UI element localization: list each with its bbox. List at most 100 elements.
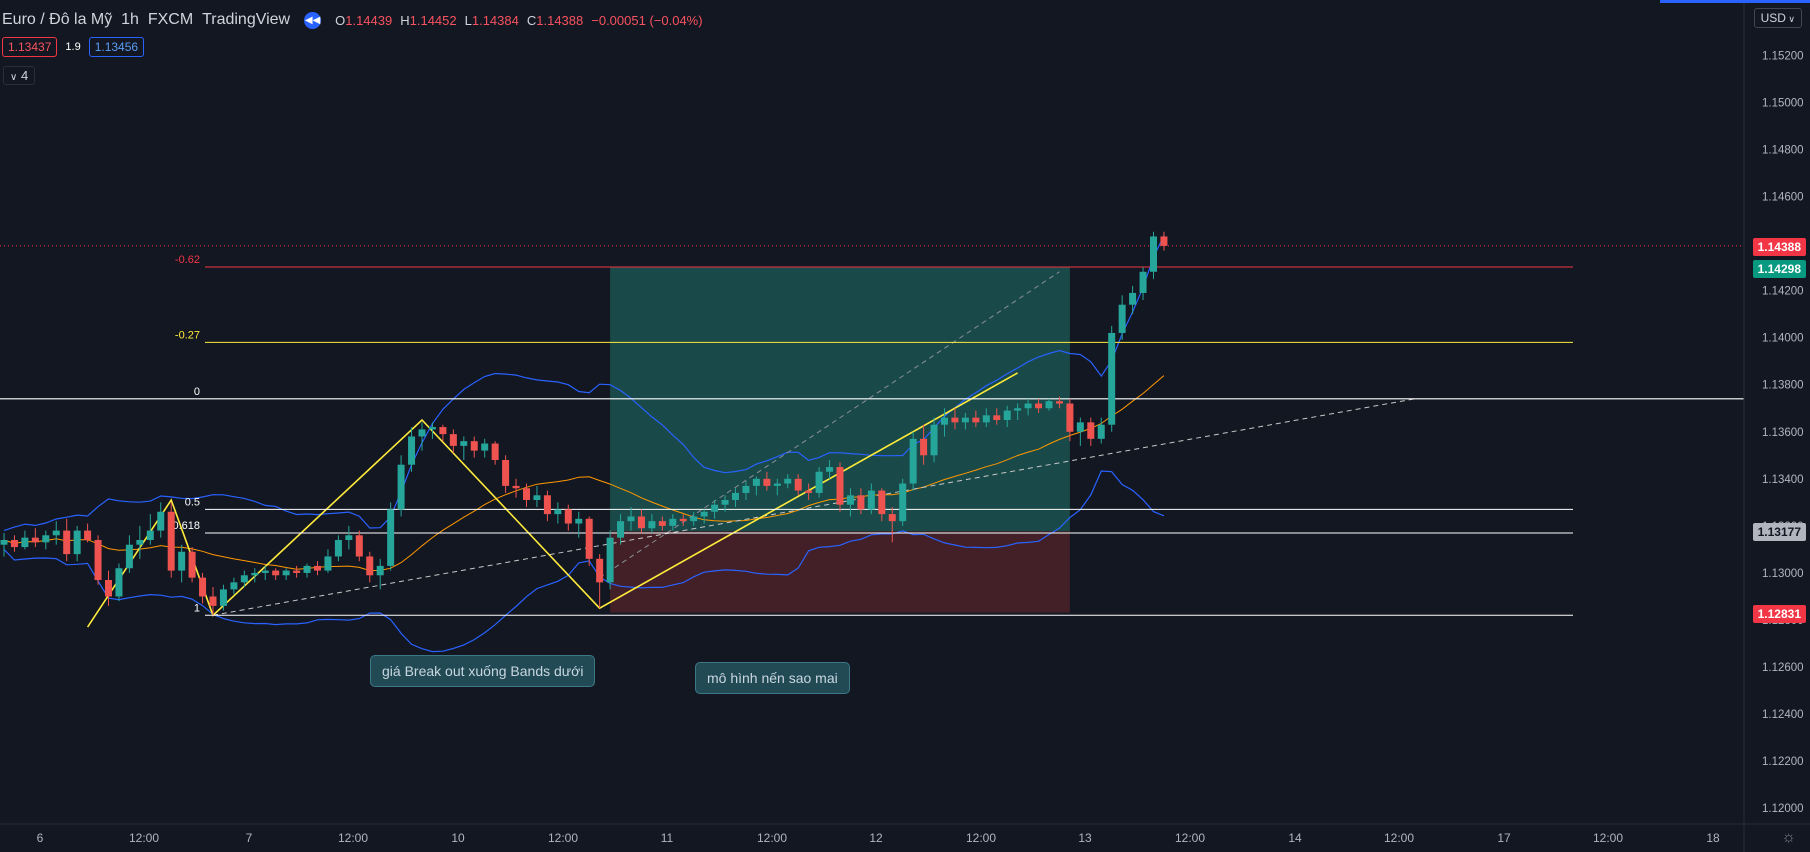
candle-body: [178, 551, 186, 571]
indicator-toggle[interactable]: ∨ 4: [3, 66, 36, 85]
candle-body: [972, 417, 980, 423]
candle-body: [617, 521, 625, 538]
time-tick-label: 12:00: [966, 831, 996, 845]
candle-body: [679, 518, 687, 522]
time-tick-label: 12: [869, 831, 883, 845]
quote-bar: 1.13437 1.9 1.13456: [2, 37, 145, 57]
stop-zone: [610, 531, 1070, 613]
candle-body: [1076, 422, 1084, 432]
candle-body: [982, 415, 990, 423]
fib-level-label: -0.62: [175, 254, 200, 266]
candle-body: [585, 518, 593, 559]
candle-body: [314, 565, 321, 571]
price-tick-label: 1.12400: [1762, 709, 1804, 721]
chevron-down-icon: ∨: [1785, 14, 1795, 24]
candle-body: [324, 556, 332, 571]
candle-body: [84, 530, 92, 540]
candle-body: [794, 478, 802, 491]
time-tick-label: 13: [1078, 831, 1092, 845]
price-badge: 1.14298: [1752, 259, 1806, 278]
candle-body: [449, 434, 457, 446]
rewind-icon[interactable]: ◀◀: [304, 11, 322, 29]
indicator-count: 4: [20, 68, 29, 83]
symbol-title[interactable]: Euro / Đô la Mỹ 1h FXCM TradingView: [2, 11, 291, 28]
candle-body: [554, 509, 562, 515]
price-tick-label: 1.13600: [1762, 427, 1804, 439]
gear-icon[interactable]: ☼: [1781, 829, 1796, 846]
candle-body: [878, 490, 886, 515]
symbol-header: Euro / Đô la Mỹ 1h FXCM TradingView ◀◀ O…: [2, 9, 703, 31]
candle-body: [826, 467, 834, 472]
candle-body: [564, 509, 572, 524]
candle-body: [815, 471, 823, 493]
buy-button[interactable]: 1.13456: [88, 37, 145, 57]
ohlc-close: C1.14388: [526, 12, 584, 28]
price-tick-label: 1.12000: [1762, 803, 1804, 815]
ohlc-open: O1.14439: [335, 12, 393, 28]
candle-body: [42, 535, 50, 543]
time-tick-label: 18: [1706, 831, 1720, 845]
price-tick-label: 1.15200: [1762, 50, 1804, 62]
candle-body: [157, 511, 165, 531]
candle-body: [805, 490, 813, 493]
candle-body: [293, 570, 301, 573]
annotation-breakout[interactable]: giá Break out xuống Bands dưới: [370, 655, 596, 687]
candle-body: [94, 540, 102, 580]
candle-body: [125, 544, 133, 569]
candle-body: [251, 572, 259, 576]
candle-body: [763, 478, 771, 486]
fib-level-label: 0: [194, 386, 200, 398]
candle-body: [523, 488, 530, 500]
candle-body: [355, 535, 363, 557]
candle-body: [63, 530, 71, 555]
price-tick-label: 1.12600: [1762, 662, 1804, 674]
price-tick-label: 1.12200: [1762, 756, 1804, 768]
candle-body: [899, 483, 907, 522]
candle-body: [230, 582, 238, 590]
time-tick-label: 12:00: [129, 831, 159, 845]
candle-body: [920, 438, 928, 456]
candle-body: [752, 478, 760, 486]
time-tick-label: 12:00: [1384, 831, 1414, 845]
candle-body: [502, 460, 510, 486]
ohlc-high: H1.14452: [400, 12, 457, 28]
price-tick-label: 1.15000: [1762, 97, 1804, 109]
candle-body: [867, 490, 875, 510]
candle-body: [1160, 236, 1168, 246]
candle-body: [146, 530, 154, 540]
candle-body: [439, 427, 447, 435]
candle-body: [961, 417, 969, 423]
candle-body: [491, 443, 499, 460]
chevron-down-icon: ∨: [10, 72, 18, 83]
annotation-morning-star[interactable]: mô hình nến sao mai: [695, 662, 850, 694]
top-progress-strip: [1660, 0, 1810, 3]
candle-body: [240, 575, 248, 583]
candle-body: [533, 495, 541, 500]
candle-body: [460, 441, 468, 446]
price-change: −0.00051 (−0.04%): [591, 12, 703, 28]
price-tick-label: 1.14200: [1762, 286, 1804, 298]
candle-body: [1097, 424, 1105, 439]
candle-body: [219, 589, 227, 606]
dashed-trendline: [599, 271, 1060, 579]
candle-body: [888, 514, 896, 522]
candle-body: [742, 485, 750, 493]
candle-body: [261, 570, 269, 573]
candle-body: [857, 495, 865, 510]
candle-body: [31, 537, 39, 543]
sell-button[interactable]: 1.13437: [2, 37, 58, 57]
candle-body: [512, 485, 520, 489]
candle-body: [21, 537, 29, 548]
candle-body: [345, 535, 353, 540]
ohlc-low: L1.14384: [464, 12, 519, 28]
price-tick-label: 1.13400: [1762, 474, 1804, 486]
upper-band-line: [3, 235, 1165, 532]
candle-body: [1108, 332, 1116, 425]
currency-select[interactable]: USD ∨: [1753, 8, 1802, 28]
candle-body: [1014, 408, 1022, 411]
basis-line: [3, 375, 1165, 572]
time-tick-label: 17: [1497, 831, 1511, 845]
candle-body: [1139, 271, 1147, 293]
candle-body: [637, 516, 645, 529]
